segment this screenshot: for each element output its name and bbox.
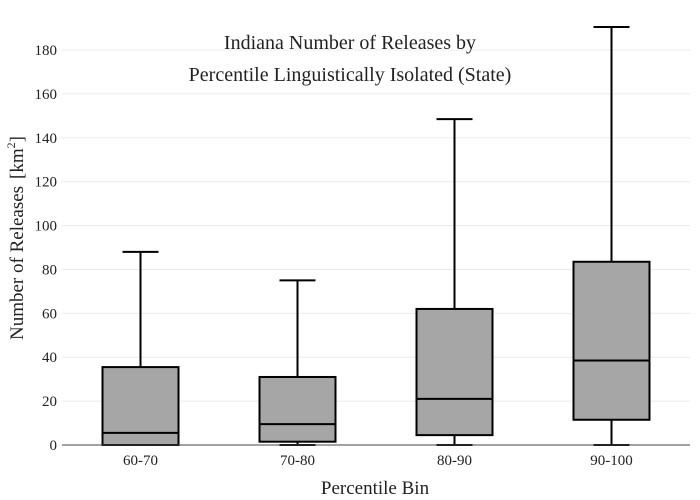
- y-tick-label: 160: [35, 87, 58, 103]
- box-iqr: [258, 375, 337, 443]
- y-tick-label: 20: [42, 394, 57, 410]
- boxes: [101, 25, 651, 447]
- y-axis-title-label: Number of Releases: [7, 186, 28, 340]
- chart-title-line-2: Percentile Linguistically Isolated (Stat…: [189, 64, 512, 86]
- x-tick-label: 70-80: [280, 453, 315, 469]
- y-axis-ticks: 0 20 40 60 80 100 120 140 160 180: [35, 43, 58, 454]
- x-tick-label: 90-100: [590, 453, 633, 469]
- box-80-90: [415, 118, 494, 446]
- y-axis-title-unit-sup: 2: [4, 142, 18, 148]
- x-tick-label: 80-90: [437, 453, 472, 469]
- y-tick-label: 100: [35, 219, 58, 235]
- x-axis-ticks: 60-70 70-80 80-90 90-100: [123, 453, 633, 469]
- x-axis-title: Percentile Bin: [321, 478, 430, 499]
- y-axis-title-unit: [km: [7, 148, 28, 179]
- box-60-70: [101, 250, 180, 447]
- y-tick-label: 120: [35, 175, 58, 191]
- grid-lines: [62, 49, 690, 402]
- y-tick-label: 0: [50, 438, 58, 454]
- box-iqr: [415, 307, 494, 437]
- y-tick-label: 40: [42, 350, 57, 366]
- chart-title-line-1: Indiana Number of Releases by: [224, 32, 476, 54]
- box-iqr: [572, 260, 651, 421]
- x-tick-label: 60-70: [123, 453, 158, 469]
- box-70-80: [258, 279, 337, 446]
- y-tick-label: 180: [35, 43, 58, 59]
- y-tick-label: 80: [42, 262, 57, 278]
- y-axis-title: Number of Releases [km2]: [4, 136, 28, 340]
- y-tick-label: 140: [35, 131, 58, 147]
- box-90-100: [572, 25, 651, 446]
- y-axis-title-unit-close: ]: [7, 136, 28, 142]
- y-tick-label: 60: [42, 306, 57, 322]
